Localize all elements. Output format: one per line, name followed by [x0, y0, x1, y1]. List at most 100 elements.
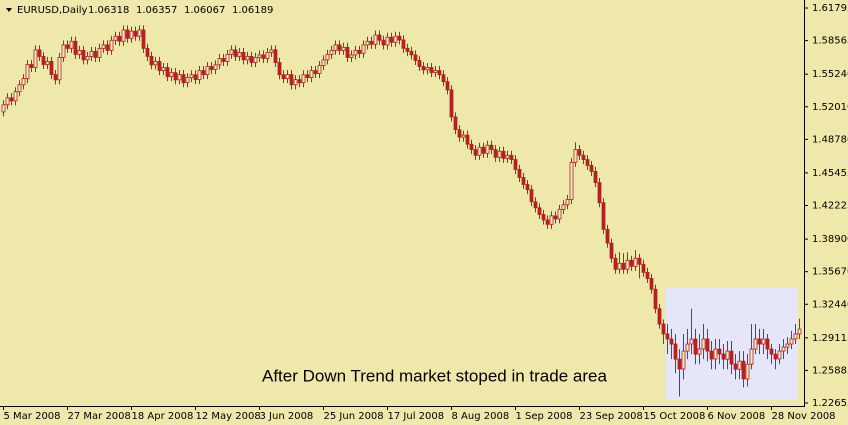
candle-body	[717, 348, 722, 355]
candle-body	[45, 61, 50, 65]
candle-body	[221, 58, 226, 62]
candle-body	[233, 49, 238, 57]
candle-body	[257, 54, 262, 58]
candle-body	[253, 57, 258, 63]
y-tick-label: 1.45455	[812, 168, 848, 179]
y-tick-label: 1.25885	[812, 365, 848, 376]
candle-body	[189, 74, 194, 79]
candle-body	[669, 338, 674, 345]
candle-body	[597, 182, 602, 204]
candle-body	[405, 47, 410, 52]
candle-body	[245, 56, 250, 61]
candle-body	[713, 348, 718, 360]
candle-body	[445, 81, 450, 91]
candle-body	[209, 66, 214, 70]
candle-body	[697, 348, 702, 355]
candle-body	[493, 149, 498, 158]
x-tick-label: 15 Oct 2008	[644, 411, 706, 422]
candle-body	[61, 44, 66, 58]
candle-body	[77, 49, 82, 55]
x-tick-label: 1 Sep 2008	[516, 411, 573, 422]
candle-body	[65, 44, 70, 49]
candle-body	[49, 61, 54, 75]
candle-body	[97, 47, 102, 58]
candle-body	[313, 70, 318, 74]
candle-body	[73, 40, 78, 55]
candle-body	[273, 49, 278, 63]
candle-body	[553, 215, 558, 220]
candle-body	[789, 338, 794, 345]
candle-body	[161, 67, 166, 71]
candle-body	[385, 36, 390, 46]
candle-body	[617, 262, 622, 270]
candle-body	[689, 338, 694, 345]
candle-body	[357, 49, 362, 54]
candle-body	[461, 134, 466, 138]
candle-body	[413, 54, 418, 61]
header-value: 1.06067	[184, 5, 225, 16]
candle-body	[645, 271, 650, 279]
candle-body	[749, 348, 754, 365]
candle-body	[641, 263, 646, 273]
candle-body	[633, 257, 638, 267]
candle-body	[733, 363, 738, 370]
candle-body	[757, 338, 762, 345]
candle-body	[409, 50, 414, 56]
candle-body	[777, 350, 782, 360]
candle-body	[541, 214, 546, 221]
candle-body	[177, 74, 182, 81]
candle-body	[457, 129, 462, 138]
candle-body	[745, 363, 750, 380]
candle-body	[53, 74, 58, 81]
candle-body	[785, 343, 790, 348]
candle-body	[133, 30, 138, 37]
candle-body	[225, 53, 230, 62]
candle-body	[685, 343, 690, 352]
candle-body	[649, 278, 654, 290]
x-tick-label: 23 Sep 2008	[580, 411, 643, 422]
y-tick-label: 1.29115	[812, 333, 848, 344]
candle-body	[289, 74, 294, 86]
candle-body	[501, 150, 506, 159]
candle-body	[537, 207, 542, 215]
candle-body	[441, 74, 446, 83]
candle-body	[629, 259, 634, 267]
candle-body	[269, 49, 274, 53]
x-tick-label: 17 Jul 2008	[388, 411, 445, 422]
candle-body	[605, 228, 610, 244]
candle-body	[41, 56, 46, 65]
candle-body	[249, 56, 254, 63]
candle-body	[573, 149, 578, 163]
candle-body	[333, 44, 338, 51]
candle-body	[93, 50, 98, 58]
candle-body	[229, 49, 234, 55]
candle-body	[153, 61, 158, 66]
candle-body	[485, 144, 490, 154]
candle-body	[709, 350, 714, 360]
candle-body	[781, 346, 786, 352]
candle-body	[113, 35, 118, 41]
candle-body	[465, 134, 470, 145]
y-tick-label: 1.32440	[812, 299, 848, 310]
candle-body	[593, 171, 598, 183]
candle-body	[325, 53, 330, 61]
candle-body	[129, 30, 134, 39]
candle-body	[613, 257, 618, 270]
candle-body	[725, 350, 730, 360]
candle-body	[373, 34, 378, 45]
candle-body	[393, 35, 398, 43]
y-tick-label: 1.58565	[812, 36, 848, 47]
candle-body	[25, 64, 30, 80]
candle-body	[157, 61, 162, 71]
candle-body	[665, 333, 670, 340]
candle-body	[353, 49, 358, 56]
candle-body	[33, 49, 38, 68]
candle-body	[361, 44, 366, 54]
candle-body	[433, 70, 438, 73]
candle-body	[81, 49, 86, 61]
candle-body	[761, 338, 766, 345]
candle-body	[381, 39, 386, 46]
x-tick-label: 28 Nov 2008	[772, 411, 836, 422]
candle-body	[5, 97, 10, 106]
